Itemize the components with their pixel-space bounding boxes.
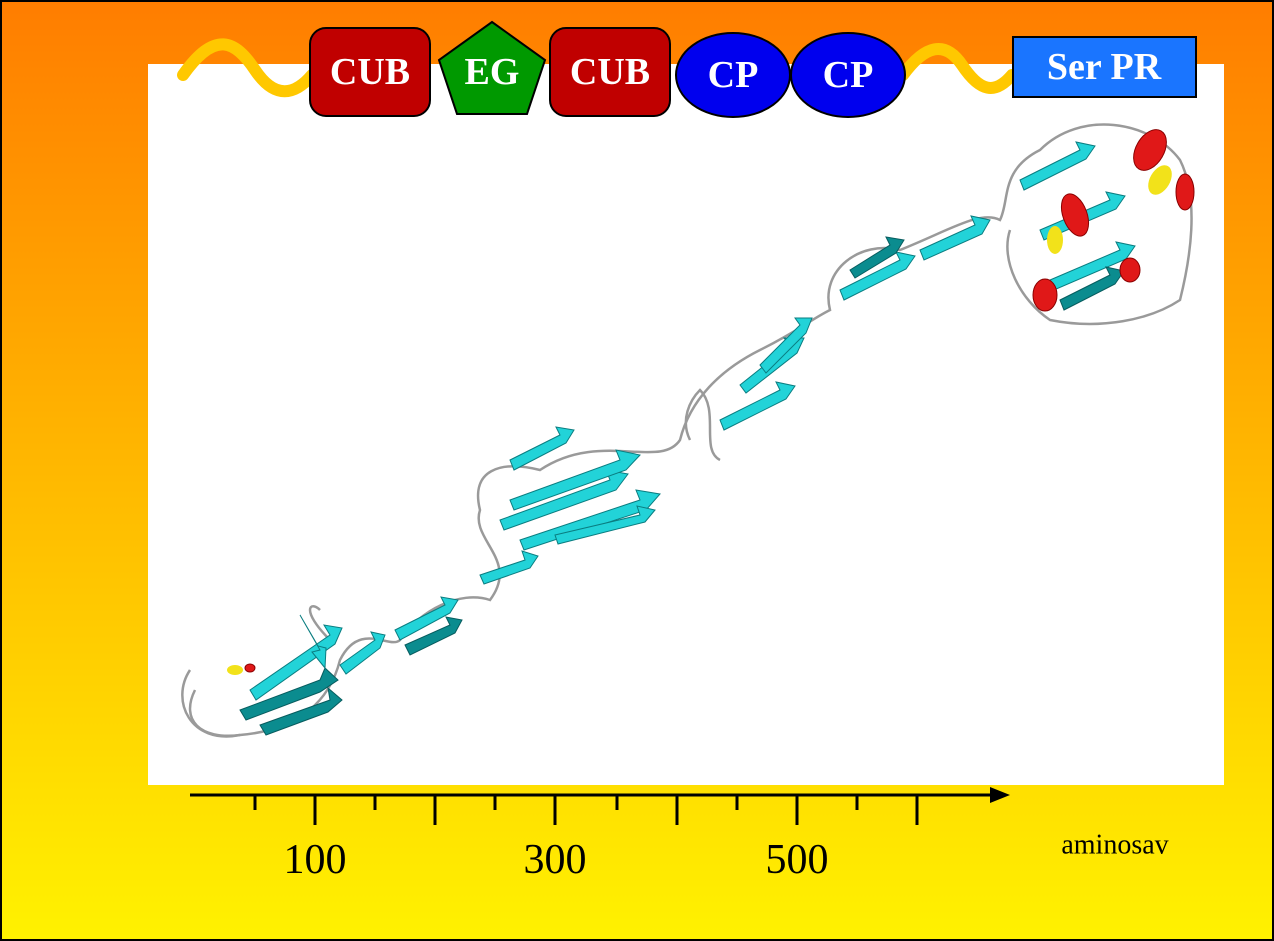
domain-label: CP — [708, 54, 759, 96]
tick-label: 300 — [524, 837, 587, 883]
domain-label: CUB — [330, 51, 410, 93]
domain-label: Ser PR — [1047, 46, 1162, 88]
tick-label: 100 — [284, 837, 347, 883]
domain-label: CUB — [570, 51, 650, 93]
axis-unit-label: aminosav — [1061, 830, 1168, 861]
slide: CUB EG CUB CP CP Ser PR — [0, 0, 1274, 941]
domain-label: CP — [823, 54, 874, 96]
domain-label: EG — [465, 51, 520, 93]
tick-label: 500 — [766, 837, 829, 883]
